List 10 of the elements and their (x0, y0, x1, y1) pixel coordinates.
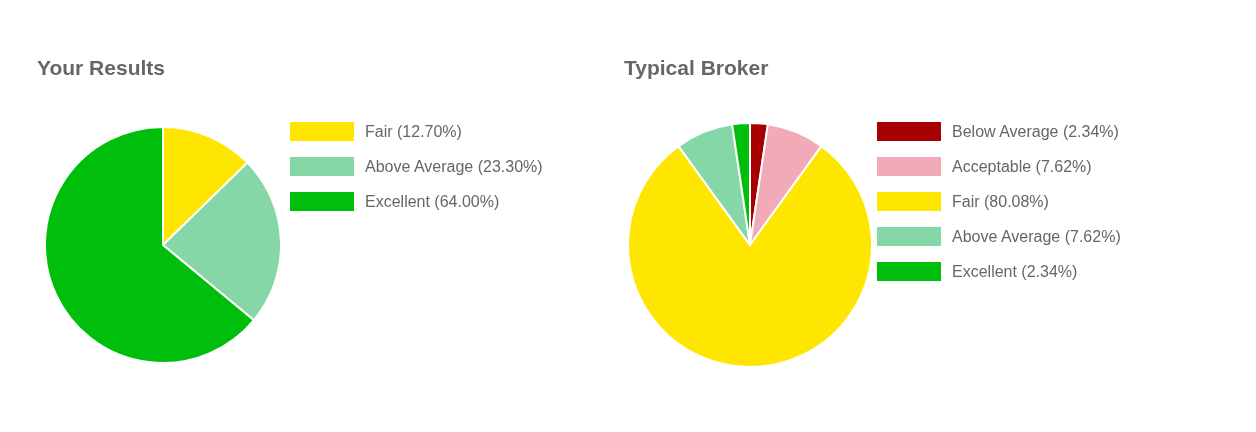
legend-label: Above Average (7.62%) (952, 227, 1121, 246)
chart-title: Typical Broker (624, 56, 769, 80)
legend-label: Fair (80.08%) (952, 192, 1049, 211)
chart-title: Your Results (37, 56, 165, 80)
legend-label: Above Average (23.30%) (365, 157, 543, 176)
legend-label: Fair (12.70%) (365, 122, 462, 141)
legend-label: Excellent (64.00%) (365, 192, 500, 211)
legend-label: Below Average (2.34%) (952, 122, 1119, 141)
legend-label: Excellent (2.34%) (952, 262, 1078, 281)
legend-label: Acceptable (7.62%) (952, 157, 1092, 176)
